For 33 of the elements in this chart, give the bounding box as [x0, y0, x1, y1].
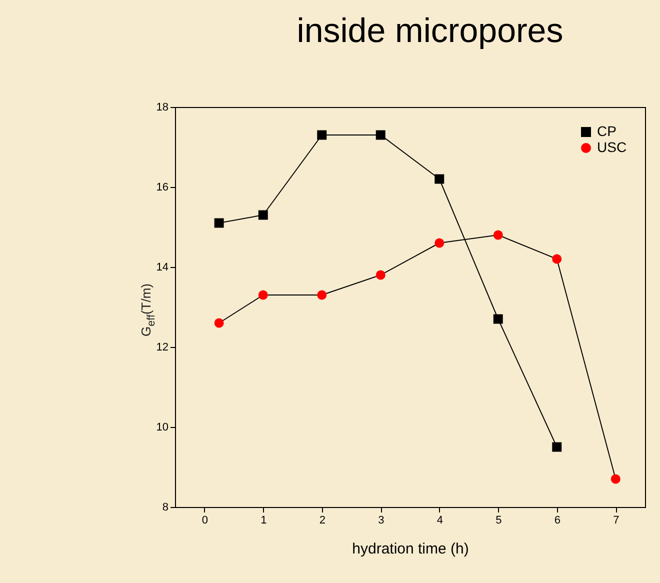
- x-tick-label: 3: [378, 514, 384, 526]
- point: [258, 290, 268, 300]
- legend-label: CP: [597, 123, 616, 139]
- x-tick-label: 0: [202, 514, 208, 526]
- y-tick-label: 12: [156, 342, 168, 354]
- x-tick-label: 5: [496, 514, 502, 526]
- point: [376, 130, 386, 140]
- y-tick-label: 10: [156, 422, 168, 434]
- point: [493, 314, 503, 324]
- point: [376, 270, 386, 280]
- point: [214, 318, 224, 328]
- point: [317, 290, 327, 300]
- x-tick-label: 6: [554, 514, 560, 526]
- point: [610, 474, 620, 484]
- x-tick-label: 2: [319, 514, 326, 526]
- point: [552, 442, 562, 452]
- x-axis-title: hydration time (h): [352, 540, 469, 558]
- x-tick-label: 4: [436, 514, 443, 526]
- y-tick-label: 18: [156, 102, 168, 114]
- point: [434, 174, 444, 184]
- point: [493, 230, 503, 240]
- y-tick-label: 16: [156, 182, 168, 194]
- y-tick-label: 8: [162, 502, 168, 514]
- legend-label: USC: [597, 139, 627, 155]
- chart-title: inside micropores: [296, 12, 564, 51]
- y-tick-label: 14: [156, 262, 168, 274]
- point: [214, 218, 224, 228]
- x-tick-label: 1: [260, 514, 267, 526]
- point: [317, 130, 327, 140]
- point: [552, 254, 562, 264]
- x-tick-label: 7: [613, 514, 620, 526]
- point: [258, 210, 268, 220]
- point: [434, 238, 444, 248]
